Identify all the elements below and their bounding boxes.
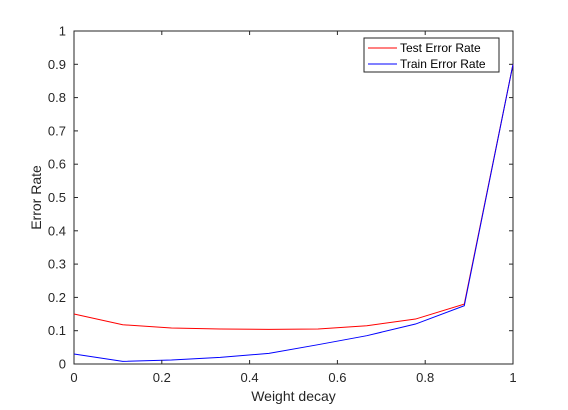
y-tick-label: 0 (59, 357, 66, 372)
legend-label-test-error: Test Error Rate (400, 41, 481, 55)
ticks-layer (73, 30, 514, 365)
y-tick-label: 1 (59, 24, 66, 39)
y-tick-label: 0.5 (48, 190, 66, 205)
y-tick-label: 0.3 (48, 257, 66, 272)
y-tick-label: 0.9 (48, 57, 66, 72)
x-tick-label: 0 (70, 370, 77, 385)
legend-label-train-error: Train Error Rate (400, 57, 486, 71)
x-axis-title: Weight decay (251, 388, 336, 404)
x-tick-label: 0.8 (416, 370, 434, 385)
plot-frame (73, 30, 514, 365)
y-tick-label: 0.1 (48, 323, 66, 338)
y-tick-label: 0.6 (48, 157, 66, 172)
y-axis-title: Error Rate (28, 165, 44, 230)
legend: Test Error Rate Train Error Rate (363, 37, 500, 73)
x-tick-label: 0.4 (241, 370, 259, 385)
x-tick-label: 1 (509, 370, 516, 385)
series-line-test-error-rate (73, 64, 514, 330)
y-tick-labels: 0 0.1 0.2 0.3 0.4 0.5 0.6 0.7 0.8 0.9 1 (48, 24, 66, 372)
legend-box (363, 37, 500, 73)
y-tick-label: 0.8 (48, 90, 66, 105)
y-tick-label: 0.4 (48, 223, 66, 238)
y-tick-label: 0.7 (48, 123, 66, 138)
x-tick-label: 0.6 (328, 370, 346, 385)
x-tick-labels: 0 0.2 0.4 0.6 0.8 1 (70, 370, 516, 385)
series-line-train-error-rate (73, 64, 514, 362)
x-tick-label: 0.2 (153, 370, 171, 385)
plot-area (73, 30, 514, 365)
series-layer (73, 64, 514, 362)
y-tick-label: 0.2 (48, 290, 66, 305)
